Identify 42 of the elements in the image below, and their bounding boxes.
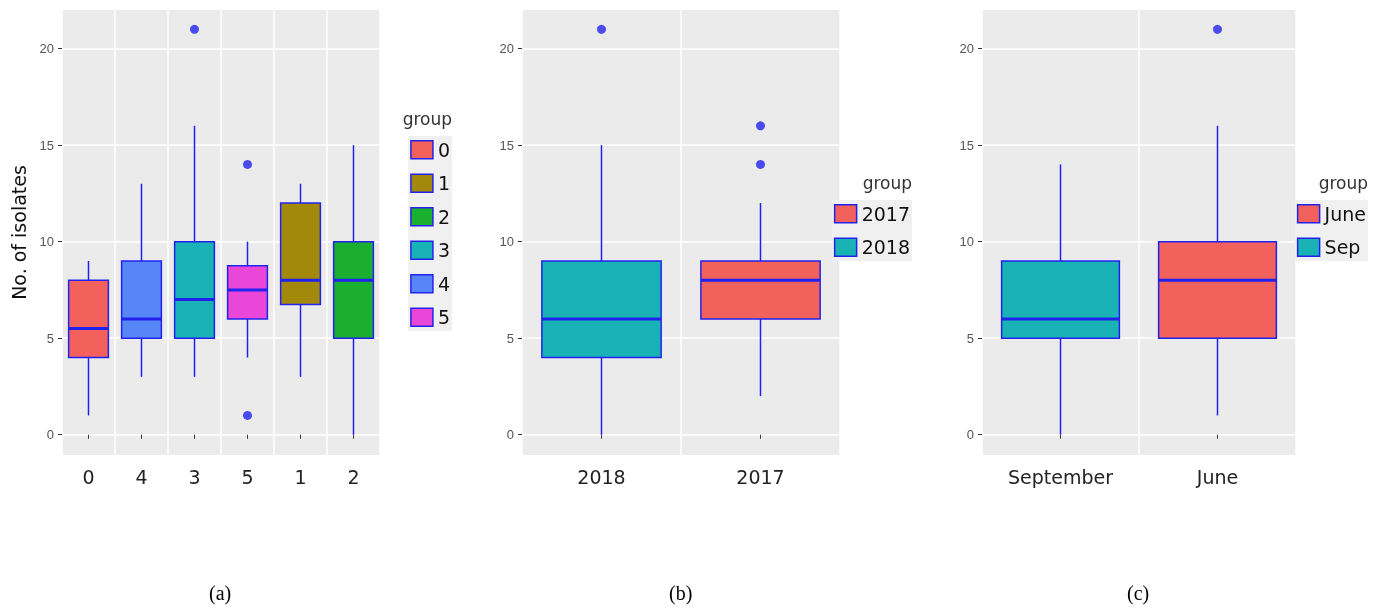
- legend-title: group: [1318, 172, 1368, 193]
- y-tick-label: 20: [499, 41, 514, 57]
- text: (b): [669, 582, 693, 605]
- legend-label: June: [1323, 202, 1367, 225]
- x-tick-label: 5: [241, 465, 254, 488]
- y-tick-label: 20: [39, 41, 54, 57]
- legend-label: 2: [437, 205, 451, 228]
- y-tick-label: 0: [966, 427, 974, 443]
- y-tick-label: 5: [966, 330, 974, 346]
- legend-label: 3: [437, 239, 451, 262]
- y-tick-label: 5: [46, 330, 54, 346]
- y-axis-title: No. of isolates: [7, 165, 30, 300]
- legend-label: 4: [437, 272, 451, 295]
- y-tick-label: 15: [959, 137, 974, 153]
- y-tick-label: 10: [39, 234, 54, 250]
- y-tick-label: 10: [959, 234, 974, 250]
- x-tick-label: 3: [188, 465, 201, 488]
- text: (c): [1127, 582, 1150, 605]
- x-tick-label: 1: [294, 465, 307, 488]
- legend-label: 1: [437, 172, 451, 195]
- legend-label: 2017: [861, 202, 911, 225]
- legend-title: group: [862, 172, 912, 193]
- legend-title: group: [402, 108, 452, 129]
- x-tick-label: September: [1007, 465, 1114, 488]
- x-tick-label: June: [1195, 465, 1239, 488]
- y-tick-label: 20: [959, 41, 974, 57]
- y-tick-label: 10: [499, 234, 514, 250]
- y-tick-label: 15: [39, 137, 54, 153]
- legend-label: 5: [437, 306, 451, 329]
- y-tick-label: 5: [506, 330, 514, 346]
- y-tick-label: 15: [499, 137, 514, 153]
- text: (a): [209, 582, 232, 605]
- y-tick-label: 0: [46, 427, 54, 443]
- x-tick-label: 2017: [736, 465, 785, 488]
- x-tick-label: 4: [135, 465, 148, 488]
- legend-label: Sep: [1324, 236, 1361, 259]
- x-tick-label: 2: [347, 465, 360, 488]
- legend-label: 0: [437, 138, 451, 161]
- y-tick-label: 0: [506, 427, 514, 443]
- legend-label: 2018: [861, 236, 911, 259]
- x-tick-label: 2018: [577, 465, 626, 488]
- x-tick-label: 0: [82, 465, 95, 488]
